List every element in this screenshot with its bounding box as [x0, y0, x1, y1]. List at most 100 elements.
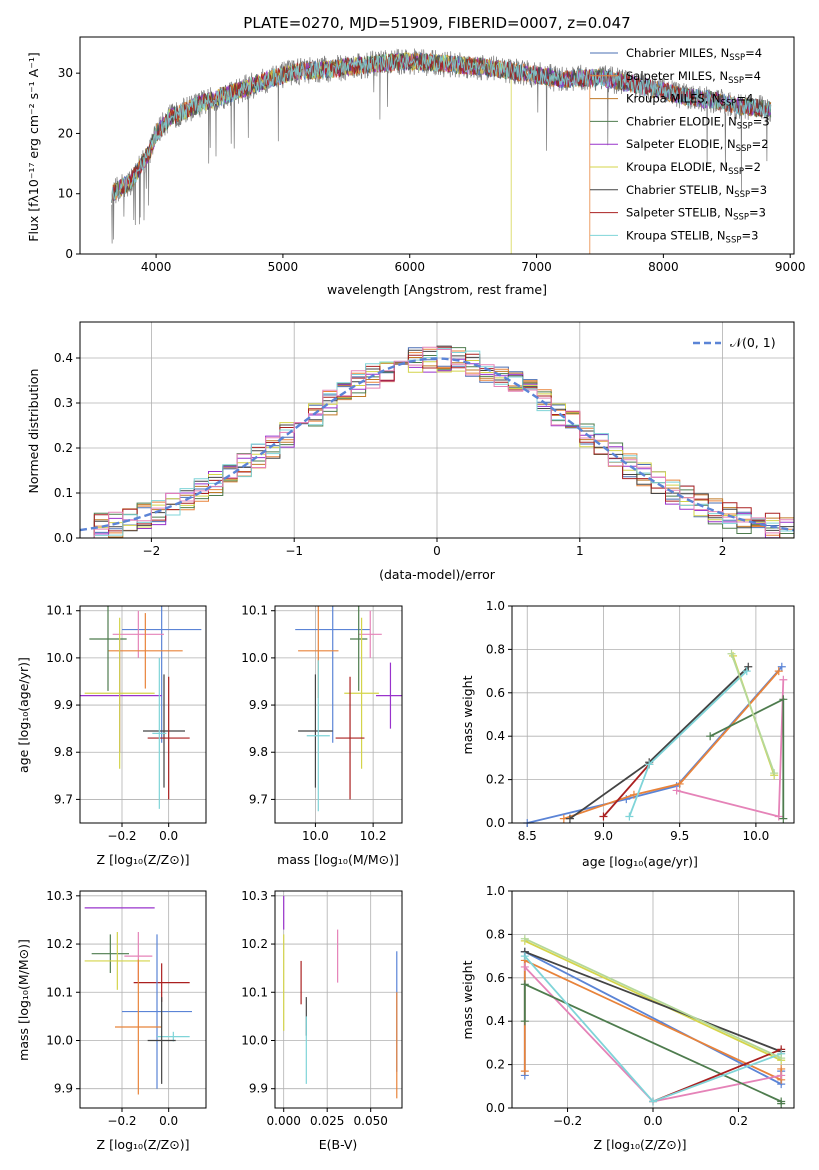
- mass-vs-EBV-ytick-label: 10.3: [241, 889, 268, 903]
- mass-vs-EBV-xtick-label: 0.000: [267, 1114, 301, 1128]
- normal-legend-label: 𝒩(0, 1): [730, 335, 776, 350]
- age-vs-Z-ytick-label: 9.7: [54, 792, 73, 806]
- massweight-vs-age-point-marker: [774, 667, 783, 676]
- histogram-frame: [79, 321, 795, 539]
- massweight-vs-age-ytick-label: 0.8: [486, 642, 505, 656]
- histogram-ytick-label: 0.1: [54, 486, 73, 500]
- massweight-vs-age-series-line: [569, 666, 749, 820]
- legend-entry: Kroupa STELIB, NSSP=3: [626, 228, 758, 245]
- massweight-vs-age-point-marker: [565, 814, 574, 823]
- spectrum-title: PLATE=0270, MJD=51909, FIBERID=0007, z=0…: [243, 14, 630, 32]
- massweight-vs-Z-ytick-label: 1.0: [486, 884, 505, 898]
- spectrum-xtick-label: 6000: [394, 260, 425, 274]
- spectrum-model-line: [111, 51, 512, 254]
- age-vs-mass-plot-area: [295, 606, 402, 812]
- histogram-ytick-label: 0.2: [54, 441, 73, 455]
- legend-entry: Salpeter STELIB, NSSP=3: [626, 206, 766, 223]
- massweight-vs-Z-point-marker: [777, 1099, 786, 1108]
- massweight-vs-age-ytick-label: 0.4: [486, 729, 505, 743]
- massweight-vs-Z-series-line: [524, 937, 782, 1059]
- mass-vs-Z-xtick-label: −0.2: [107, 1114, 136, 1128]
- massweight-vs-Z-ytick-label: 0.8: [486, 927, 505, 941]
- massweight-vs-age-point-marker: [742, 667, 751, 676]
- mass-vs-EBV-ytick-label: 10.2: [241, 937, 268, 951]
- spectrum-plot-area: [111, 48, 772, 254]
- spectrum-ytick-label: 30: [58, 66, 73, 80]
- massweight-vs-age-xtick-label: 8.5: [518, 829, 537, 843]
- histogram-step: [80, 346, 794, 539]
- legend-entry: Kroupa ELODIE, NSSP=2: [626, 160, 761, 177]
- histogram-xlabel: (data-model)/error: [379, 567, 496, 582]
- massweight-vs-Z-xtick-label: 0.0: [643, 1114, 662, 1128]
- histogram-step: [80, 347, 794, 539]
- age-vs-mass-ytick-label: 10.0: [241, 651, 268, 665]
- massweight-vs-age-point-marker: [672, 786, 681, 795]
- mass-vs-Z-xlabel: Z [log₁₀(Z/Z⊙)]: [97, 1137, 190, 1152]
- massweight-vs-age-point-marker: [645, 760, 654, 769]
- age-vs-mass-xlabel: mass [log₁₀(M/M⊙)]: [277, 852, 399, 867]
- massweight-vs-age-xlabel: age [log₁₀(age/yr)]: [582, 854, 698, 869]
- spectrum-model-line: [111, 53, 772, 203]
- mass-vs-Z-ytick-label: 9.9: [54, 1082, 73, 1096]
- age-vs-Z-frame: [79, 605, 207, 824]
- massweight-vs-Z-xtick-label: 0.2: [729, 1114, 748, 1128]
- massweight-vs-age-point-marker: [675, 779, 684, 788]
- histogram-xtick-label: −1: [285, 544, 303, 558]
- massweight-vs-age-point-marker: [706, 732, 715, 741]
- massweight-vs-Z-point-marker: [777, 1071, 786, 1080]
- legend-entry: Chabrier MILES, NSSP=4: [626, 46, 762, 63]
- age-vs-Z-plot-area: [80, 606, 202, 809]
- mass-vs-Z-frame: [79, 890, 207, 1109]
- massweight-vs-age-xtick-label: 10.0: [743, 829, 770, 843]
- histogram-ytick-label: 0.4: [54, 351, 73, 365]
- spectrum-frame: [79, 36, 795, 255]
- age-vs-Z-ytick-label: 10.1: [46, 604, 73, 618]
- spectrum-ytick-label: 0: [65, 247, 73, 261]
- age-vs-Z-xtick-label: −0.2: [107, 829, 136, 843]
- massweight-vs-age-point-marker: [625, 812, 634, 821]
- spectrum-xtick-label: 7000: [521, 260, 552, 274]
- histogram-xtick-label: 2: [719, 544, 727, 558]
- age-vs-Z-xtick-label: 0.0: [159, 829, 178, 843]
- massweight-vs-age-point-marker: [779, 695, 788, 704]
- massweight-vs-Z-point-marker: [649, 1097, 657, 1106]
- legend-entry: Chabrier STELIB, NSSP=3: [626, 183, 767, 200]
- spectrum-panel: PLATE=0270, MJD=51909, FIBERID=0007, z=0…: [26, 14, 805, 297]
- massweight-vs-age-point-marker: [770, 769, 779, 778]
- mass-vs-EBV-ytick-label: 10.1: [241, 985, 268, 999]
- age-vs-Z-ytick-label: 9.9: [54, 698, 73, 712]
- mass-vs-ebv-panel: E(B-V) 0.000 0.025 0.050 9.9 10.0 10.1 10.2 10.…: [241, 889, 403, 1152]
- massweight-vs-Z-frame: [511, 890, 795, 1109]
- massweight-vs-age-series-line: [709, 697, 785, 819]
- mass-vs-EBV-frame: [274, 890, 403, 1109]
- massweight-vs-age-series-line: [730, 653, 776, 774]
- spectrum-ytick-label: 10: [58, 187, 73, 201]
- mass-vs-Z-ytick-label: 10.3: [46, 889, 73, 903]
- massweight-vs-age-ytick-label: 0.0: [486, 816, 505, 830]
- mass-vs-Z-ytick-label: 10.1: [46, 985, 73, 999]
- spectrum-xtick-label: 4000: [141, 260, 172, 274]
- massweight-vs-Z-point-marker: [520, 1017, 529, 1026]
- residual-histogram-panel: (data-model)/error Normed distribution −…: [26, 321, 795, 582]
- massweight-vs-age-frame: [511, 605, 795, 824]
- mass-vs-Z-ytick-label: 10.2: [46, 937, 73, 951]
- mass-vs-metallicity-panel: Z [log₁₀(Z/Z⊙)] mass [log₁₀(M/M⊙)] −0.2 0…: [16, 889, 207, 1152]
- spectrum-xtick-label: 8000: [648, 260, 679, 274]
- mass-vs-EBV-ytick-label: 10.0: [241, 1033, 268, 1047]
- massweight-vs-Z-ylabel: mass weight: [460, 960, 475, 1039]
- massweight-vs-age-ytick-label: 0.2: [486, 773, 505, 787]
- age-vs-mass-panel: mass [log₁₀(M/M⊙)] 10.0 10.2 9.7 9.8 9.9 10.0…: [241, 604, 403, 867]
- massweight-vs-age-point-marker: [779, 814, 788, 823]
- legend-entry: Kroupa MILES, NSSP=4: [626, 92, 753, 109]
- massweight-vs-age-series-line: [602, 763, 650, 818]
- spectrum-ytick-label: 20: [58, 126, 73, 140]
- legend-entry: Salpeter MILES, NSSP=4: [626, 69, 761, 86]
- age-vs-mass-ytick-label: 10.1: [241, 604, 268, 618]
- normal-curve: [79, 357, 795, 532]
- histogram-step: [80, 360, 794, 539]
- spectrum-model-line: [111, 53, 772, 203]
- age-vs-mass-ytick-label: 9.8: [249, 745, 268, 759]
- massweight-vs-Z-series-line: [524, 950, 782, 1053]
- histogram-xtick-label: −2: [143, 544, 161, 558]
